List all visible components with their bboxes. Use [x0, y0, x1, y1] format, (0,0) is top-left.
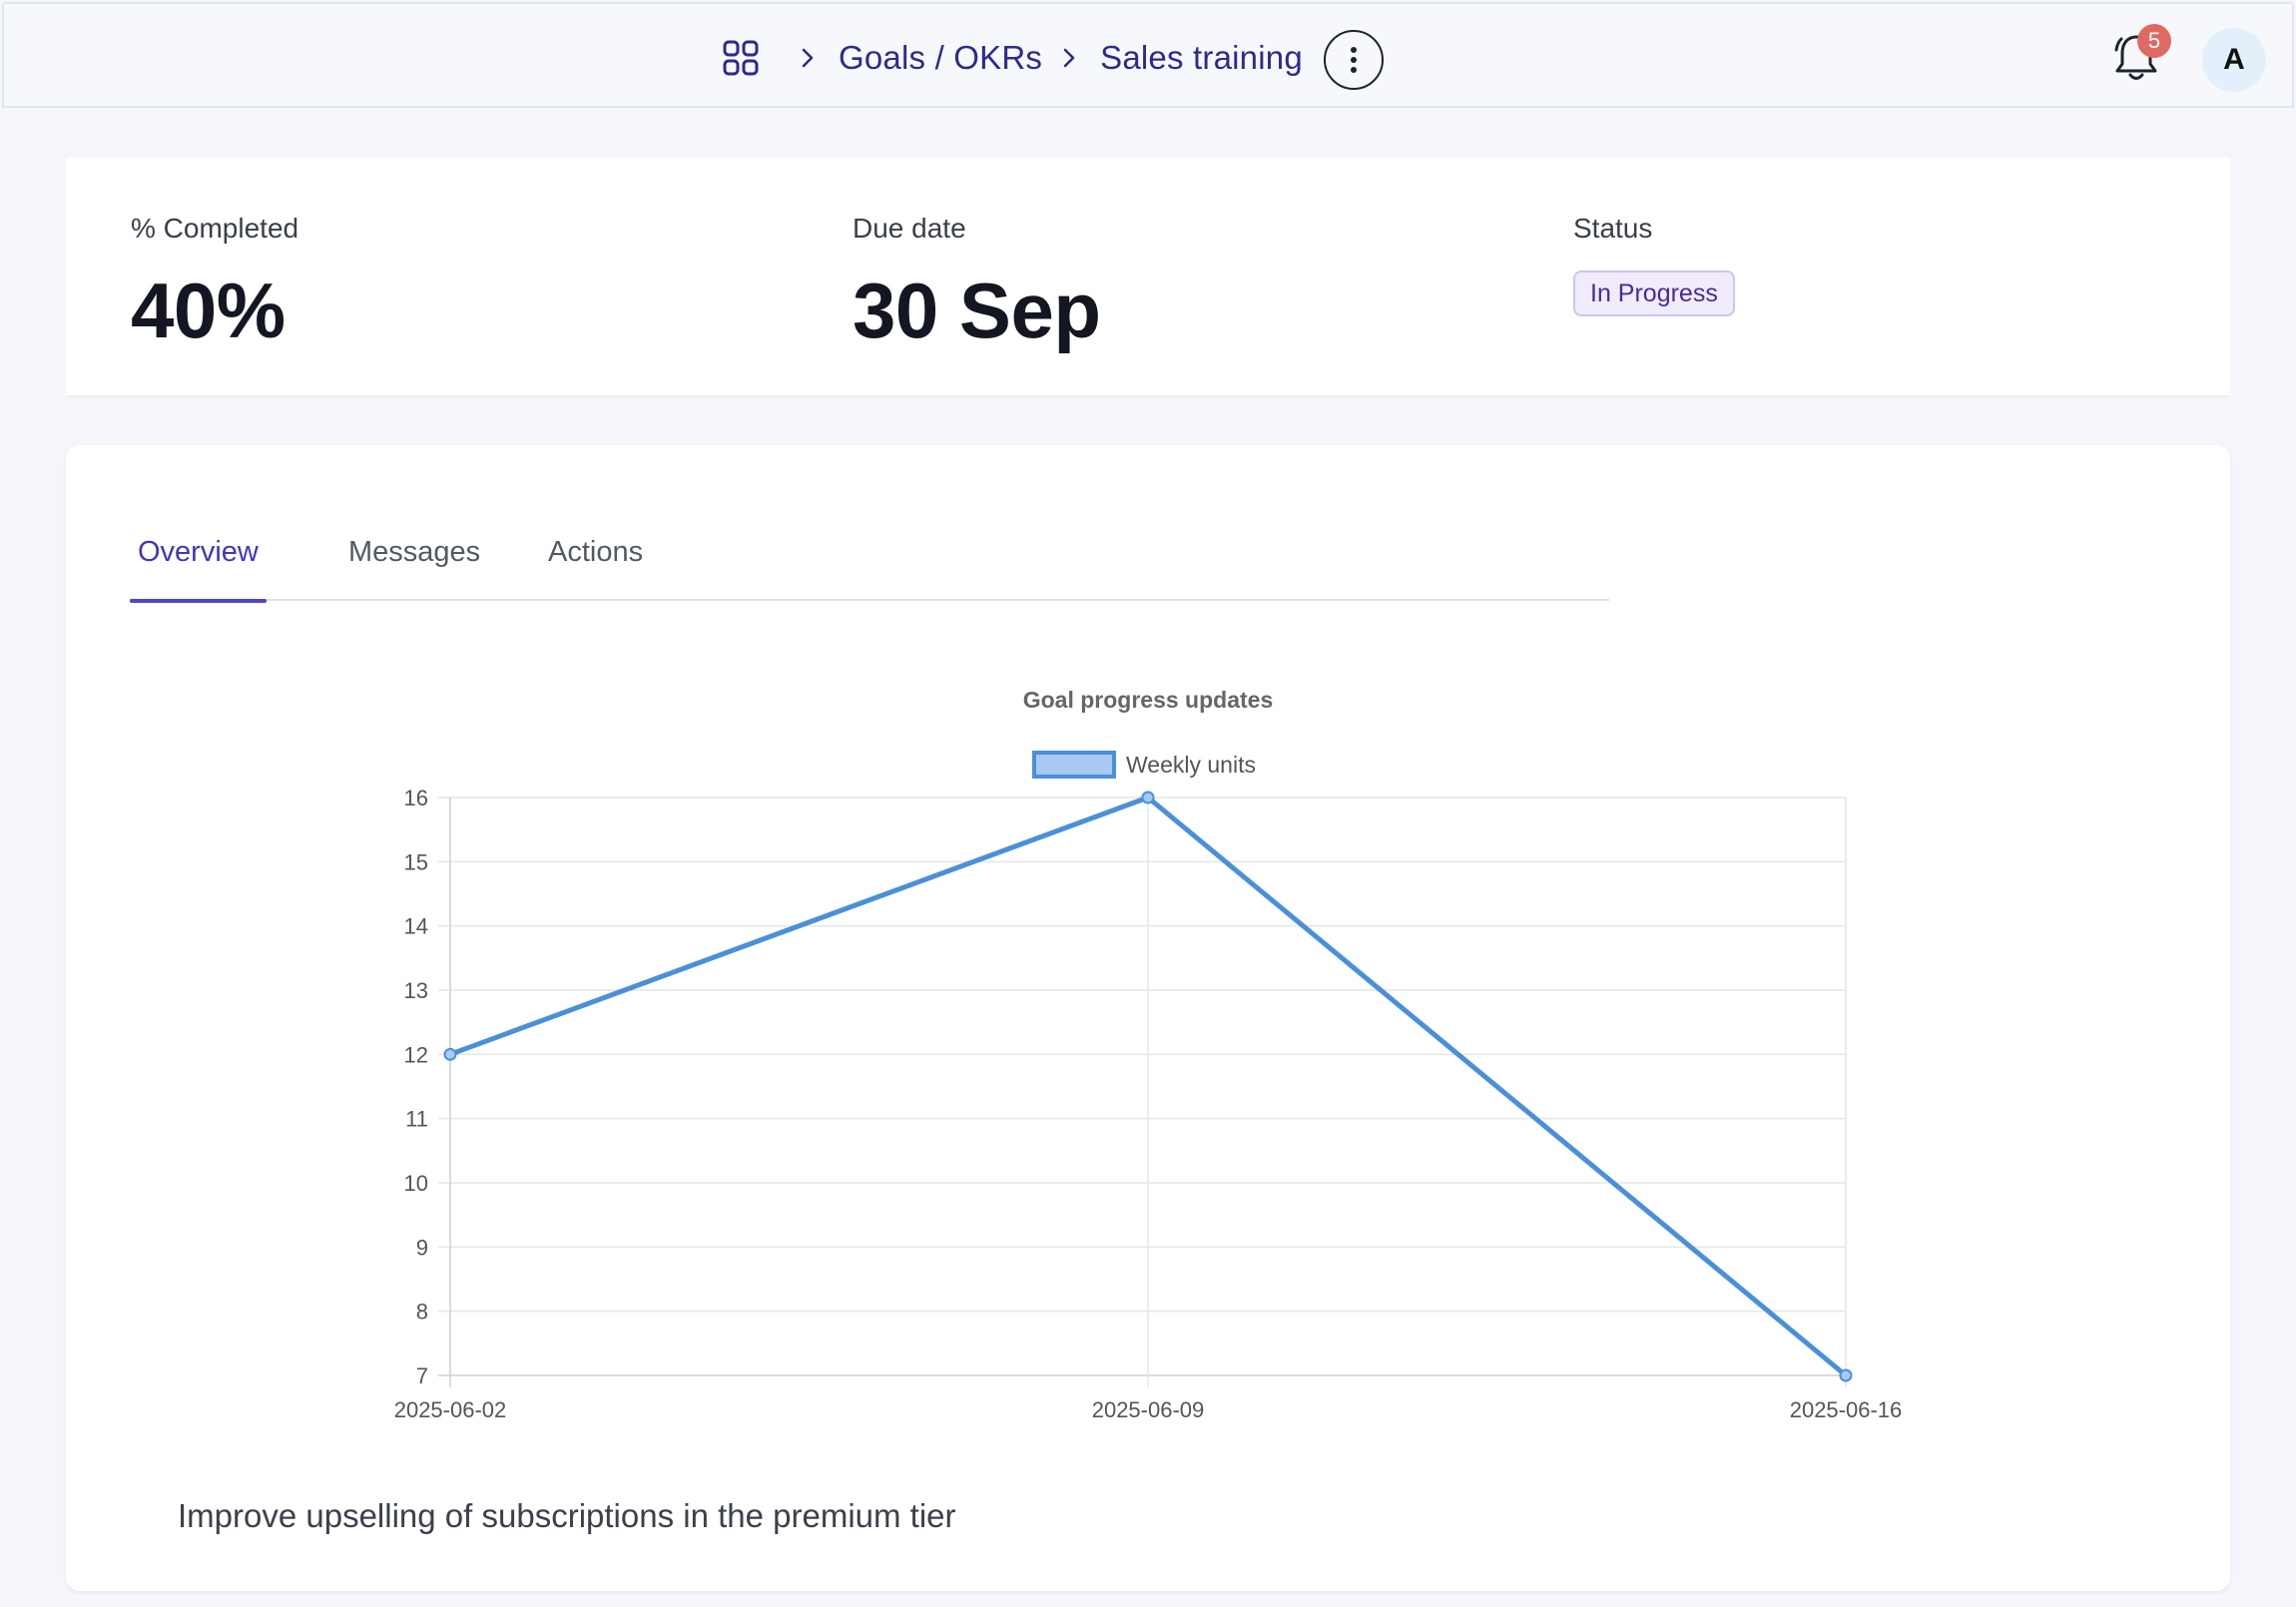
x-tick-label: 2025-06-02: [394, 1397, 507, 1422]
y-tick-label: 14: [404, 914, 428, 939]
legend-label: Weekly units: [1126, 752, 1256, 778]
y-tick-label: 7: [416, 1363, 428, 1388]
y-tick-label: 15: [404, 849, 428, 874]
top-bar: Goals / OKRs Sales training 5 A: [2, 2, 2294, 108]
y-tick-label: 8: [416, 1300, 428, 1325]
data-point: [1141, 791, 1155, 804]
stat-status-label: Status: [1573, 213, 1653, 244]
status-badge: In Progress: [1573, 270, 1735, 316]
tab-bar: Overview Messages Actions: [130, 525, 1609, 603]
more-options-button[interactable]: [1324, 30, 1384, 90]
data-point: [1839, 1368, 1853, 1382]
tab-actions[interactable]: Actions: [548, 536, 644, 568]
stat-due-date-value: 30 Sep: [853, 267, 1101, 354]
tab-messages[interactable]: Messages: [348, 536, 481, 568]
more-vertical-icon: [1351, 47, 1357, 73]
x-tick-label: 2025-06-16: [1790, 1397, 1903, 1422]
breadcrumb-goals-okrs[interactable]: Goals / OKRs: [839, 39, 1043, 76]
notification-count-badge: 5: [2137, 24, 2171, 58]
chevron-right-icon: [802, 48, 814, 68]
y-tick-label: 9: [416, 1235, 428, 1260]
goal-stats-card: % Completed 40% Due date 30 Sep Status I…: [66, 158, 2230, 397]
breadcrumb-current-goal[interactable]: Sales training: [1100, 39, 1303, 76]
y-tick-label: 16: [404, 786, 428, 810]
goal-detail-card: Overview Messages Actions Goal progress …: [66, 445, 2230, 1591]
x-tick-label: 2025-06-09: [1092, 1397, 1205, 1422]
data-point: [443, 1047, 457, 1061]
apps-grid-icon[interactable]: [721, 38, 761, 78]
stat-completed-value: 40%: [131, 267, 286, 354]
y-tick-label: 11: [405, 1107, 428, 1132]
breadcrumb: Goals / OKRs Sales training: [721, 30, 1303, 86]
legend-swatch: [1032, 751, 1116, 779]
y-tick-label: 12: [404, 1042, 428, 1067]
goal-description: Improve upselling of subscriptions in th…: [178, 1497, 956, 1534]
chevron-right-icon: [1063, 48, 1075, 68]
y-tick-label: 10: [404, 1171, 428, 1196]
chart-title: Goal progress updates: [1023, 687, 1274, 713]
stat-due-date-label: Due date: [853, 213, 966, 244]
tab-overview[interactable]: Overview: [130, 525, 267, 603]
stat-completed-label: % Completed: [131, 213, 299, 244]
avatar[interactable]: A: [2202, 28, 2266, 92]
progress-line-chart: Goal progress updates Weekly units 7 8 9 10 11…: [394, 687, 1903, 1422]
y-tick-label: 13: [404, 978, 428, 1003]
